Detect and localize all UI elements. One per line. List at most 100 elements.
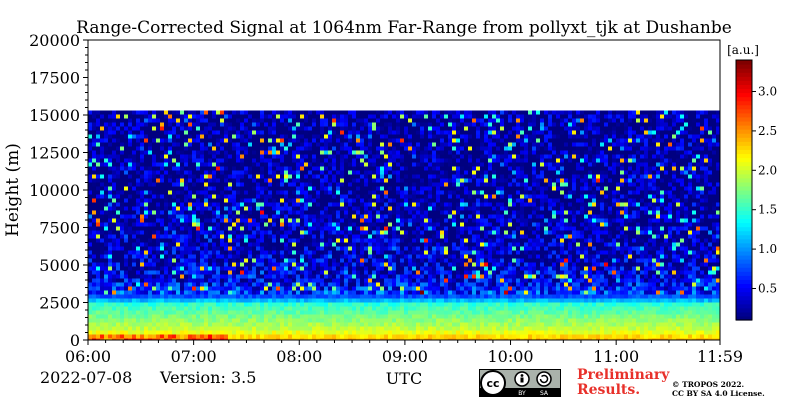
heat-cell [596,186,600,191]
heat-cell [580,154,584,159]
heat-cell [604,214,608,219]
heat-cell [628,158,632,163]
heat-cell [388,130,392,135]
heat-cell [336,166,340,171]
heat-cell [116,126,120,131]
heat-cell [124,178,128,183]
heat-cell [272,134,276,139]
heat-cell [664,210,668,215]
heat-cell [396,114,400,119]
heat-cell [652,210,656,215]
heat-cell [556,170,560,175]
heat-cell [492,126,496,131]
heat-cell [392,218,396,223]
heat-cell [260,130,264,135]
heat-cell [256,214,260,219]
heat-cell [568,182,572,187]
heat-cell [336,122,340,127]
heat-cell [320,206,324,211]
heat-cell [464,130,468,135]
heat-cell [576,134,580,139]
heat-cell [572,150,576,155]
heat-cell [432,118,436,123]
heat-cell [348,222,352,227]
heat-cell [252,142,256,147]
heat-cell [480,114,484,119]
heat-cell [364,234,368,239]
heat-cell [128,190,132,195]
heat-cell [348,206,352,211]
heat-cell [612,126,616,131]
heat-cell [476,210,480,215]
heat-cell [140,146,144,151]
heat-cell [108,206,112,211]
heat-cell [556,110,560,115]
heat-cell [172,122,176,127]
heat-cell [344,218,348,223]
heat-cell [708,194,712,199]
heat-cell [360,198,364,203]
heat-cell [296,218,300,223]
heat-cell [132,218,136,223]
heat-cell [172,226,176,231]
heat-cell [532,134,536,139]
heat-cell [672,206,676,211]
heat-cell [568,218,572,223]
heat-cell [316,218,320,223]
heat-cell [604,142,608,147]
heat-cell [672,170,676,175]
heat-cell [664,166,668,171]
heat-cell [468,162,472,167]
heat-cell [180,150,184,155]
heat-cell [140,138,144,143]
heat-cell [692,230,696,235]
heat-cell [260,234,264,239]
heat-cell [376,190,380,195]
heat-cell [368,178,372,183]
heat-cell [292,182,296,187]
heat-cell [456,150,460,155]
heat-cell [464,126,468,131]
heat-cell [528,174,532,179]
heat-cell [120,186,124,191]
heat-cell [148,134,152,139]
heat-cell [304,174,308,179]
heat-cell [572,178,576,183]
heat-cell [544,146,548,151]
heat-cell [324,190,328,195]
heat-cell [472,222,476,227]
heat-cell [124,194,128,199]
heat-cell [212,138,216,143]
heat-cell [556,126,560,131]
heat-cell [420,126,424,131]
heat-cell [664,174,668,179]
heat-cell [516,170,520,175]
heat-cell [504,154,508,159]
heat-cell [212,226,216,231]
heat-cell [464,226,468,231]
heat-cell [552,126,556,131]
heat-cell [616,126,620,131]
heat-cell [212,114,216,119]
heat-cell [636,114,640,119]
heat-cell [140,162,144,167]
heat-cell [712,114,716,119]
heat-cell [588,122,592,127]
heat-cell [460,126,464,131]
heat-cell [140,234,144,239]
heat-cell [360,150,364,155]
heat-cell [332,126,336,131]
heat-cell [484,126,488,131]
heat-cell [560,206,564,211]
heat-cell [420,206,424,211]
heat-cell [152,166,156,171]
heat-cell [624,226,628,231]
heat-cell [704,166,708,171]
heat-cell [380,134,384,139]
heat-cell [684,186,688,191]
heat-cell [696,198,700,203]
heat-cell [152,198,156,203]
heat-cell [412,226,416,231]
heat-cell [116,222,120,227]
heat-cell [232,150,236,155]
